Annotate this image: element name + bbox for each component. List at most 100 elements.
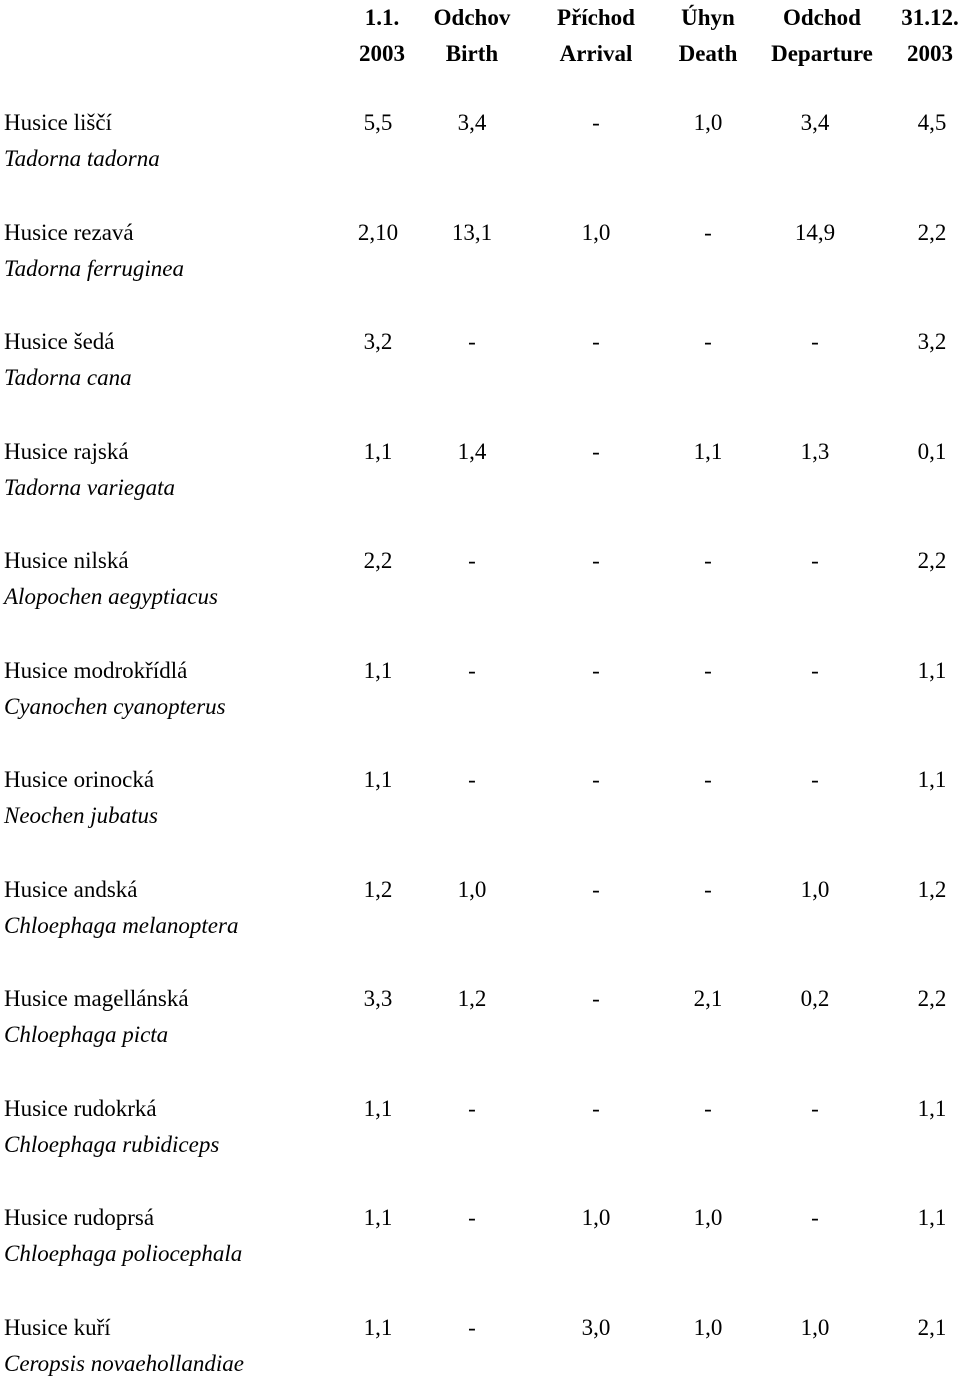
arrival-count-cell: -: [592, 658, 600, 683]
header-col-death: Úhyn Death: [667, 0, 749, 72]
end-count-cell: 1,2: [917, 877, 947, 902]
departure-count-cell: 0,2: [800, 986, 830, 1011]
arrival-count-cell: -: [592, 877, 600, 902]
birth-count-cell: -: [468, 548, 476, 573]
table-row: Husice magellánská Chloephaga picta 3,3 1,2…: [0, 981, 960, 1055]
birth-count-cell: 1,2: [457, 986, 487, 1011]
birth-count-cell: -: [468, 767, 476, 792]
arrival-count-cell: 1,0: [581, 1205, 611, 1230]
departure-count-cell: 3,4: [800, 110, 830, 135]
table-row: Husice modrokřídlá Cyanochen cyanopterus 1…: [0, 653, 960, 727]
header-col-start-line1: 1.1.: [364, 5, 400, 30]
birth-count-cell: -: [468, 1205, 476, 1230]
species-latin-name: Tadorna variegata: [4, 475, 176, 500]
end-count-cell: 1,1: [917, 1096, 947, 1121]
species-common-name: Husice šedá: [4, 329, 115, 354]
species-common-name: Husice magellánská: [4, 986, 189, 1011]
departure-count-cell: -: [811, 1096, 819, 1121]
departure-count-cell: 1,0: [800, 877, 830, 902]
table-row: Husice šedá Tadorna cana 3,2 - - - - 3,2: [0, 324, 960, 398]
start-count-cell: 1,1: [363, 767, 393, 792]
species-common-name: Husice rudokrká: [4, 1096, 157, 1121]
species-latin-name: Tadorna tadorna: [4, 146, 160, 171]
species-common-name: Husice rajská: [4, 439, 129, 464]
birth-count-cell: 1,0: [457, 877, 487, 902]
end-count-cell: 3,2: [917, 329, 947, 354]
table-row: Husice orinocká Neochen jubatus 1,1 - - - - 1,1: [0, 762, 960, 836]
species-latin-name: Ceropsis novaehollandiae: [4, 1351, 244, 1376]
departure-count-cell: 1,0: [800, 1315, 830, 1340]
start-count-cell: 3,3: [363, 986, 393, 1011]
departure-count-cell: -: [811, 658, 819, 683]
arrival-count-cell: -: [592, 329, 600, 354]
header-col-departure-line2: Departure: [771, 41, 873, 66]
header-col-departure: Odchod Departure: [758, 0, 886, 72]
arrival-count-cell: -: [592, 548, 600, 573]
birth-count-cell: 13,1: [451, 220, 493, 245]
end-count-cell: 1,1: [917, 1205, 947, 1230]
departure-count-cell: -: [811, 329, 819, 354]
death-count-cell: -: [704, 220, 712, 245]
header-col-arrival-line1: Příchod: [557, 5, 635, 30]
departure-count-cell: 14,9: [794, 220, 836, 245]
end-count-cell: 2,2: [917, 548, 947, 573]
birth-count-cell: -: [468, 329, 476, 354]
header-col-departure-line1: Odchod: [783, 5, 861, 30]
species-common-name: Husice kuří: [4, 1315, 111, 1340]
arrival-count-cell: -: [592, 986, 600, 1011]
end-count-cell: 4,5: [917, 110, 947, 135]
species-common-name: Husice liščí: [4, 110, 112, 135]
species-latin-name: Tadorna ferruginea: [4, 256, 184, 281]
start-count-cell: 5,5: [363, 110, 393, 135]
header-col-death-line1: Úhyn: [681, 5, 735, 30]
header-col-start-line2: 2003: [359, 41, 405, 66]
end-count-cell: 1,1: [917, 767, 947, 792]
species-latin-name: Alopochen aegyptiacus: [4, 584, 218, 609]
header-col-end: 31.12. 2003: [890, 0, 960, 72]
table-row: Husice rezavá Tadorna ferruginea 2,10 13,1 1…: [0, 215, 960, 289]
death-count-cell: 1,1: [693, 439, 723, 464]
death-count-cell: 1,0: [693, 110, 723, 135]
species-latin-name: Chloephaga melanoptera: [4, 913, 239, 938]
arrival-count-cell: 3,0: [581, 1315, 611, 1340]
end-count-cell: 2,2: [917, 220, 947, 245]
species-common-name: Husice rezavá: [4, 220, 134, 245]
table-row: Husice kuří Ceropsis novaehollandiae 1,1 - 3…: [0, 1310, 960, 1384]
start-count-cell: 2,2: [363, 548, 393, 573]
start-count-cell: 1,1: [363, 1096, 393, 1121]
species-common-name: Husice andská: [4, 877, 138, 902]
start-count-cell: 1,1: [363, 1205, 393, 1230]
birth-count-cell: -: [468, 1096, 476, 1121]
arrival-count-cell: -: [592, 1096, 600, 1121]
birth-count-cell: 1,4: [457, 439, 487, 464]
end-count-cell: 0,1: [917, 439, 947, 464]
end-count-cell: 2,2: [917, 986, 947, 1011]
birth-count-cell: -: [468, 658, 476, 683]
death-count-cell: -: [704, 329, 712, 354]
species-common-name: Husice orinocká: [4, 767, 155, 792]
departure-count-cell: -: [811, 1205, 819, 1230]
table-row: Husice andská Chloephaga melanoptera 1,2 1,…: [0, 872, 960, 946]
table-row: Husice rudoprsá Chloephaga poliocephala 1,…: [0, 1200, 960, 1274]
end-count-cell: 1,1: [917, 658, 947, 683]
death-count-cell: -: [704, 548, 712, 573]
table-row: Husice rajská Tadorna variegata 1,1 1,4 - 1,1…: [0, 434, 960, 508]
header-col-arrival-line2: Arrival: [559, 41, 633, 66]
species-latin-name: Neochen jubatus: [4, 803, 158, 828]
species-common-name: Husice rudoprsá: [4, 1205, 155, 1230]
birth-count-cell: 3,4: [457, 110, 487, 135]
start-count-cell: 1,1: [363, 439, 393, 464]
death-count-cell: -: [704, 1096, 712, 1121]
species-latin-name: Chloephaga poliocephala: [4, 1241, 243, 1266]
table-row: Husice nilská Alopochen aegyptiacus 2,2 - - -…: [0, 543, 960, 617]
table-row: Husice rudokrká Chloephaga rubidiceps 1,1 -…: [0, 1091, 960, 1165]
death-count-cell: -: [704, 877, 712, 902]
header-col-birth-line1: Odchov: [433, 5, 511, 30]
arrival-count-cell: -: [592, 439, 600, 464]
start-count-cell: 3,2: [363, 329, 393, 354]
death-count-cell: 1,0: [693, 1205, 723, 1230]
start-count-cell: 1,2: [363, 877, 393, 902]
start-count-cell: 1,1: [363, 1315, 393, 1340]
table-row: Husice liščí Tadorna tadorna 5,5 3,4 - 1,0 3,4…: [0, 105, 960, 179]
